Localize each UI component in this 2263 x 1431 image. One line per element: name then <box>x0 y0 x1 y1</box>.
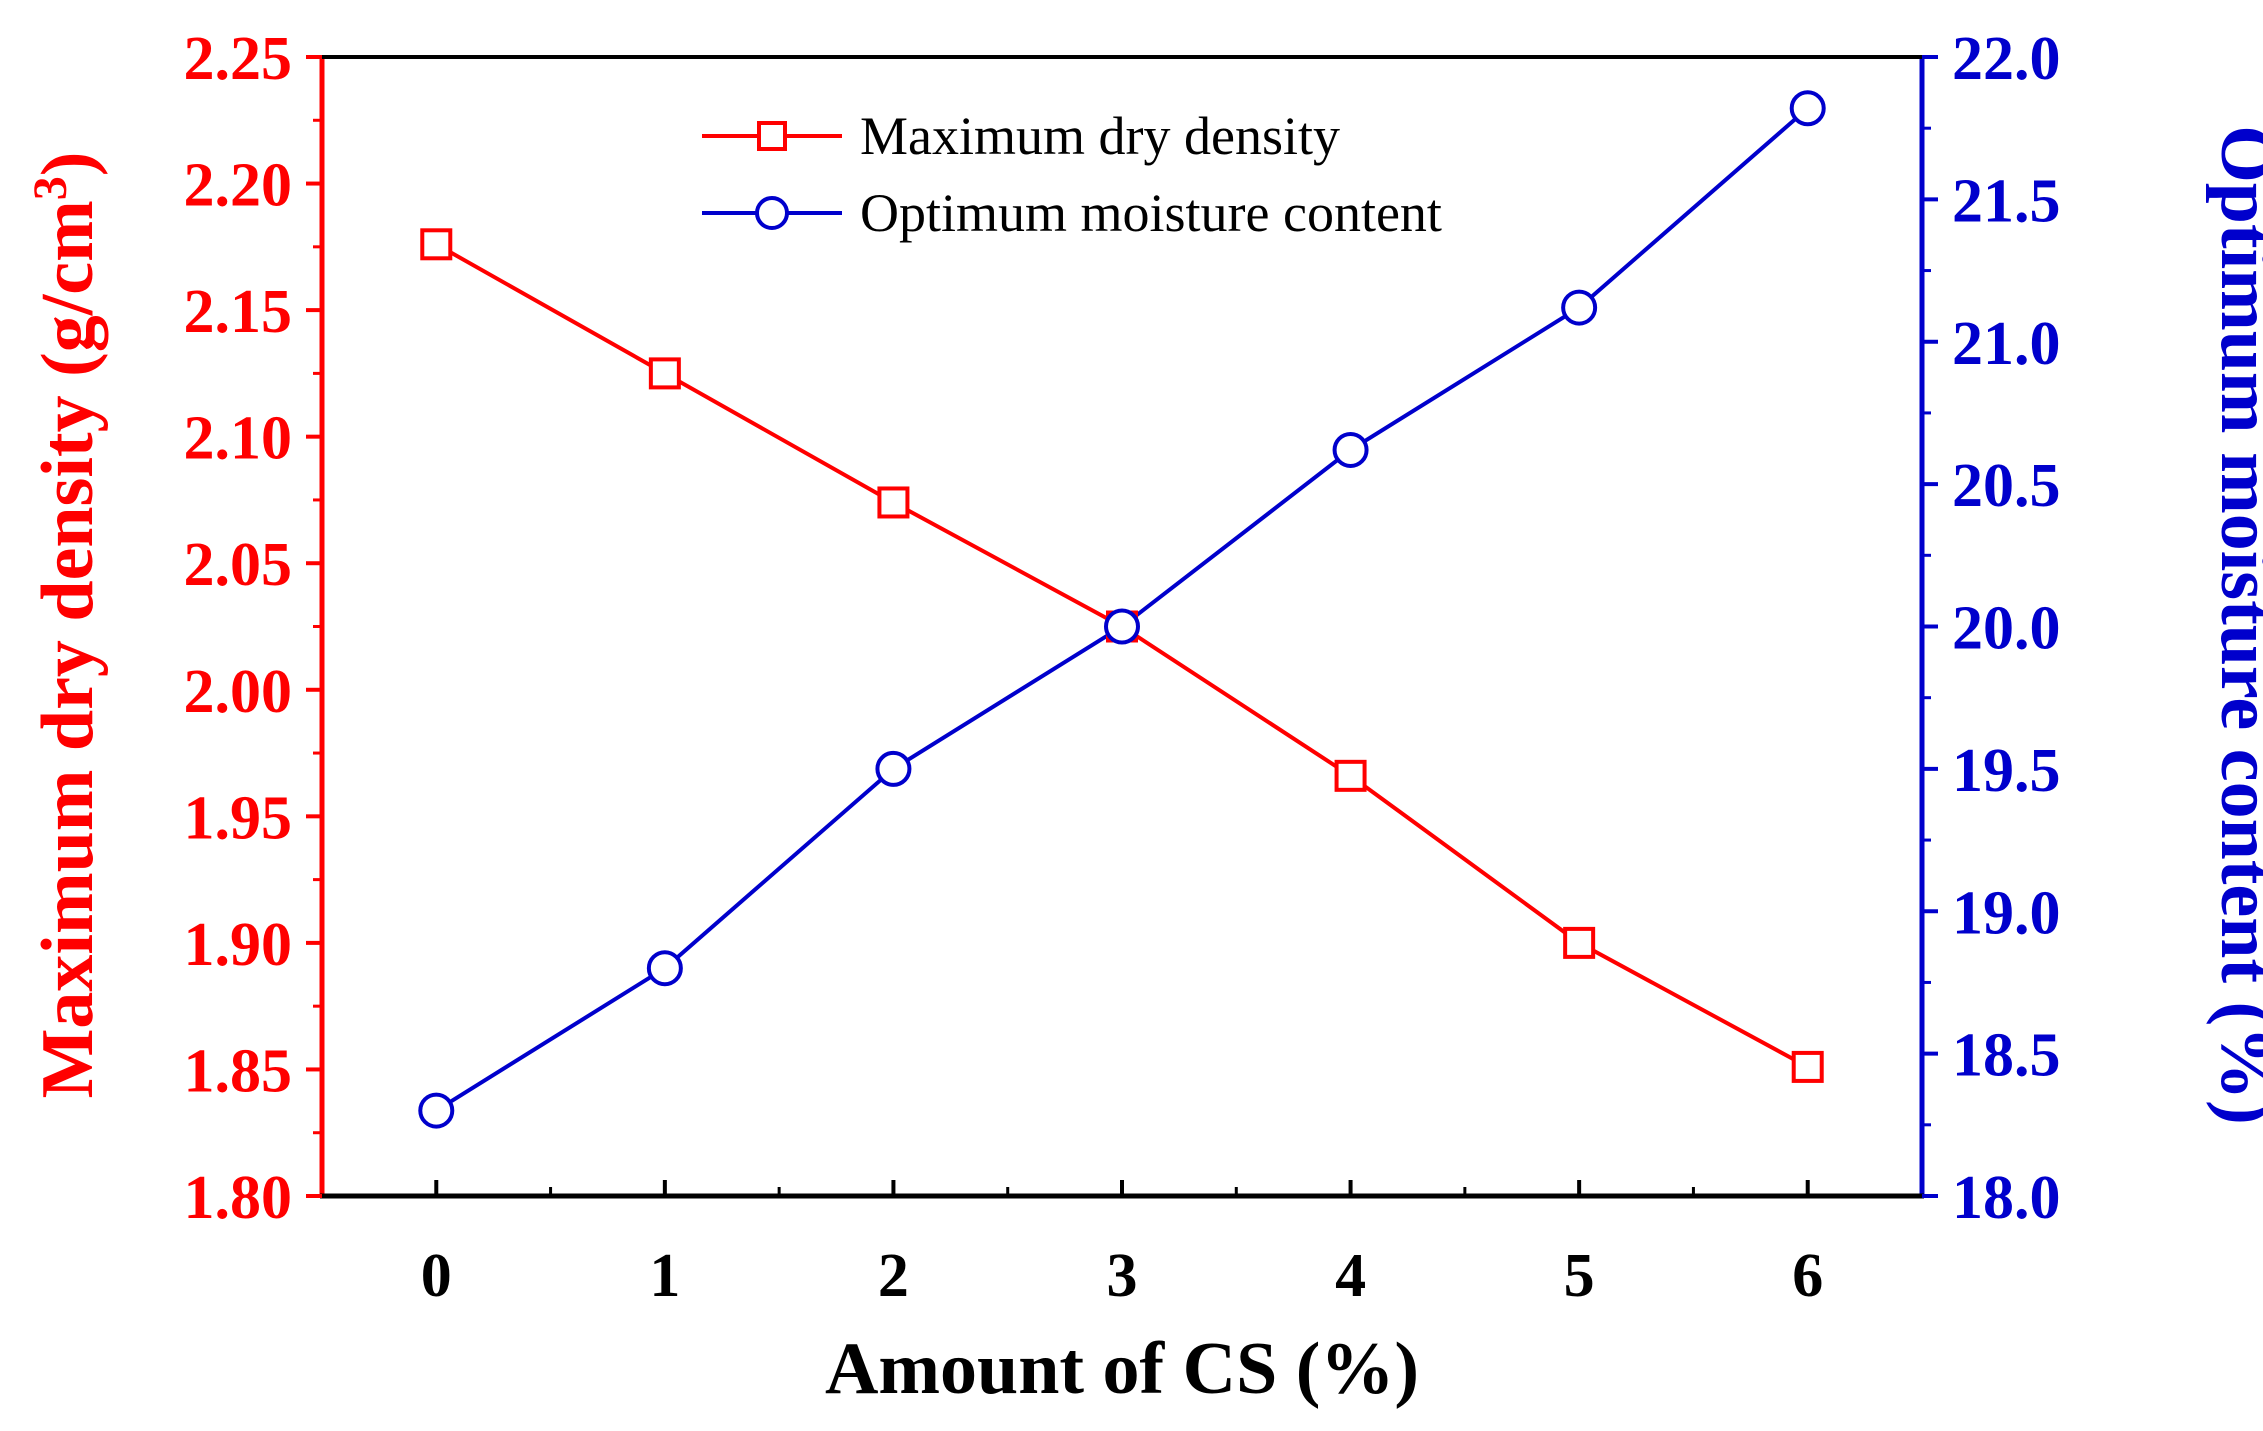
x-axis-title: Amount of CS (%) <box>825 1328 1419 1410</box>
moisture-point <box>1104 608 1140 645</box>
moisture-point <box>1561 289 1598 326</box>
y-right-tick-label: 19.0 <box>1952 879 2061 947</box>
axis-ticks <box>306 55 1938 1198</box>
y-left-tick-label: 2.25 <box>184 25 293 93</box>
y-left-tick-label: 2.05 <box>184 531 293 599</box>
y-right-tick-label: 21.5 <box>1952 167 2061 235</box>
y-left-tick-label: 2.20 <box>184 152 293 220</box>
y-axis-right-title: Optimum moisture content (%) <box>2205 125 2263 1125</box>
y-right-tick-label: 20.5 <box>1952 452 2061 520</box>
y-right-tick-label: 18.5 <box>1952 1022 2061 1090</box>
series-line-density <box>435 242 1809 1069</box>
y-left-tick-label: 2.10 <box>184 405 293 473</box>
y-right-tick-label: 18.0 <box>1952 1164 2061 1232</box>
moisture-point <box>1332 431 1369 468</box>
y-left-tick-label: 1.95 <box>184 784 293 852</box>
x-tick-label: 6 <box>1792 1242 1823 1310</box>
x-tick-label: 1 <box>649 1242 680 1310</box>
x-tick-label: 3 <box>1107 1242 1138 1310</box>
density-point <box>1334 759 1367 792</box>
y-right-tick-label: 22.0 <box>1952 25 2061 93</box>
density-point <box>1563 926 1596 959</box>
y-right-tick-label: 20.0 <box>1952 595 2061 663</box>
y-left-tick-label: 1.85 <box>184 1037 293 1105</box>
moisture-point <box>875 750 912 787</box>
legend-marker-moisture <box>755 196 789 230</box>
x-tick-label: 0 <box>421 1242 452 1310</box>
legend-label-density: Maximum dry density <box>860 106 1340 166</box>
y-left-tick-label: 1.90 <box>184 911 293 979</box>
x-tick-label: 4 <box>1335 1242 1366 1310</box>
moisture-point <box>1789 90 1826 127</box>
y-axis-left-title-sup: 3 <box>24 176 77 200</box>
moisture-point <box>418 1092 455 1129</box>
legend-marker-density <box>757 121 787 151</box>
y-left-tick-label: 1.80 <box>184 1164 293 1232</box>
moisture-point <box>646 950 683 987</box>
y-axis-left-title: Maximum dry density (g/cm3) <box>24 152 109 1099</box>
series-markers <box>418 90 1826 1129</box>
y-axis-left-title-end: ) <box>27 152 109 177</box>
density-point <box>1791 1050 1824 1083</box>
x-tick-label: 5 <box>1564 1242 1595 1310</box>
tick-labels: 1.80 1.85 1.90 1.95 2.00 2.05 2.10 2.15 2.20 2.25… <box>184 25 2061 1310</box>
x-tick-label: 2 <box>878 1242 909 1310</box>
density-point <box>420 228 453 261</box>
y-right-tick-label: 21.0 <box>1952 310 2061 378</box>
legend: Maximum dry density Optimum moisture con… <box>702 106 1442 243</box>
y-left-tick-label: 2.00 <box>184 658 293 726</box>
legend-label-moisture: Optimum moisture content <box>860 183 1442 243</box>
density-point <box>877 486 910 519</box>
density-point <box>648 357 681 390</box>
y-left-tick-label: 2.15 <box>184 278 293 346</box>
y-right-tick-label: 19.5 <box>1952 737 2061 805</box>
